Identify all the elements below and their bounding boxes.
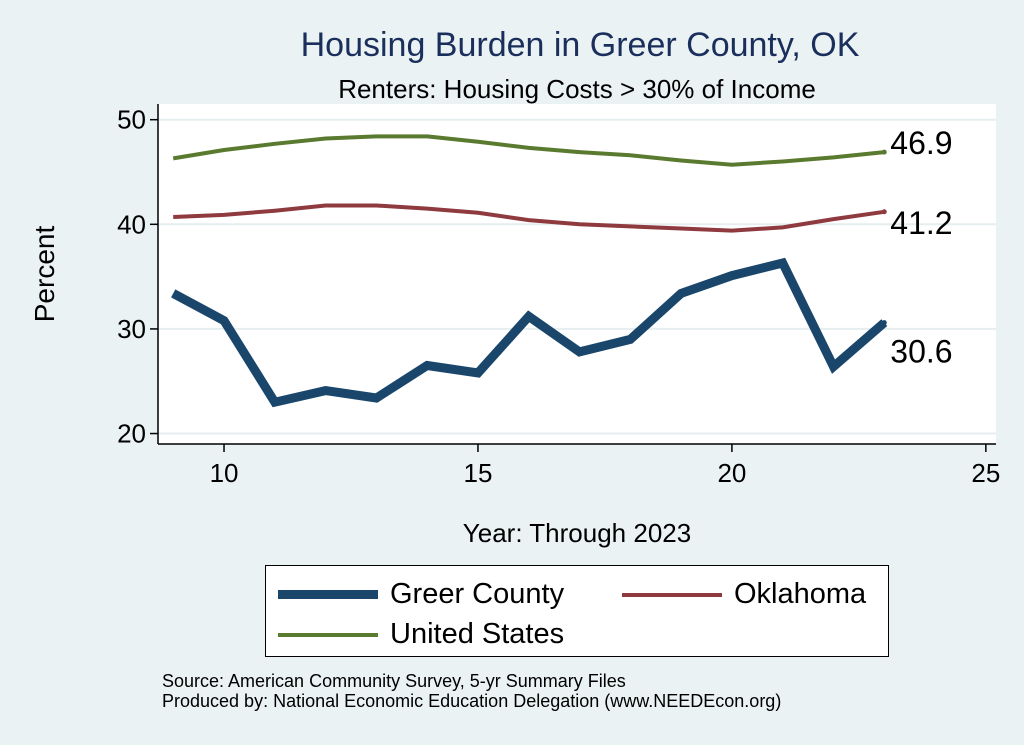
chart-subtitle: Renters: Housing Costs > 30% of Income — [338, 74, 816, 104]
end-label-greer-county: 30.6 — [890, 334, 952, 370]
series-line-oklahoma — [173, 203, 885, 233]
end-labels: 46.9 41.2 30.6 — [890, 125, 952, 370]
chart-title: Housing Burden in Greer County, OK — [300, 26, 860, 64]
series-line-united-states — [172, 134, 885, 167]
legend-label-oklahoma: Oklahoma — [734, 578, 867, 610]
axes: 20 30 40 50 10 15 20 25 — [117, 104, 1000, 488]
series-line-greer-county — [171, 257, 888, 408]
x-tick-label: 15 — [464, 458, 493, 488]
x-tick-label: 10 — [210, 458, 239, 488]
plot-area — [158, 104, 996, 444]
x-tick-label: 20 — [717, 458, 746, 488]
y-tick-label: 30 — [117, 314, 146, 344]
legend-label-united-states: United States — [390, 618, 565, 650]
legend-item-united-states: United States — [278, 618, 564, 651]
legend-item-oklahoma: Oklahoma — [622, 578, 866, 611]
source-line: Source: American Community Survey, 5-yr … — [162, 671, 626, 691]
y-tick-label: 20 — [117, 419, 146, 449]
x-tick-label: 25 — [971, 458, 1000, 488]
end-point-united-states — [881, 149, 887, 155]
source-note: Source: American Community Survey, 5-yr … — [162, 671, 781, 711]
y-tick-label: 50 — [117, 105, 146, 135]
legend-swatch-greer-county — [278, 590, 378, 599]
legend-label-greer-county: Greer County — [390, 578, 565, 610]
end-point-oklahoma — [881, 209, 887, 215]
producer-line: Produced by: National Economic Education… — [162, 691, 782, 711]
y-axis-label: Percent — [29, 226, 60, 323]
x-axis-label: Year: Through 2023 — [463, 518, 691, 548]
legend-swatch-united-states — [278, 632, 378, 637]
legend-swatch-oklahoma — [622, 592, 722, 597]
series-lines — [171, 134, 888, 408]
legend-item-greer-county: Greer County — [278, 578, 564, 611]
end-label-united-states: 46.9 — [890, 125, 952, 161]
legend: Greer County Oklahoma United States — [265, 565, 889, 657]
end-label-oklahoma: 41.2 — [890, 205, 952, 241]
end-point-greer-county — [881, 320, 887, 326]
y-tick-label: 40 — [117, 209, 146, 239]
